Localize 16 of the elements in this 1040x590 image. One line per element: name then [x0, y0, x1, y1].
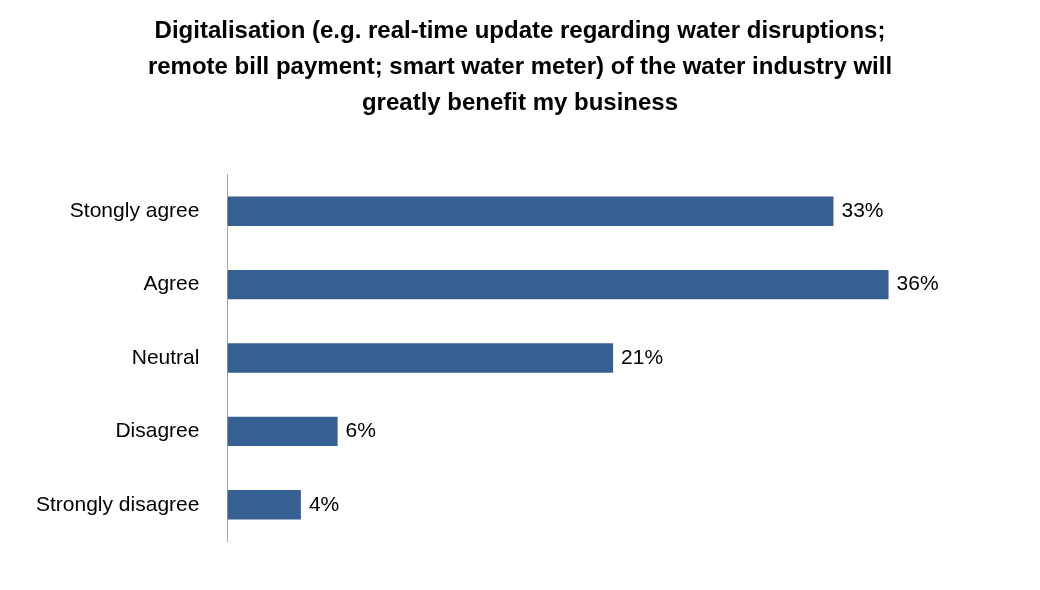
bar [227, 269, 889, 300]
y-tick-label: Agree [143, 271, 200, 295]
y-tick-label: Neutral [131, 344, 200, 368]
y-tick-label: Stongly agree [69, 198, 200, 222]
bar [227, 343, 614, 373]
y-tick-label: Disagree [115, 418, 200, 442]
data-label: 4% [308, 491, 340, 515]
chart-title: Digitalisation (e.g. real-time update regarding water disruptions; remote bill payment; smart water meter) of the water industry will greatly benefit my business [146, 15, 894, 117]
bar [227, 196, 834, 226]
bar [227, 490, 301, 520]
data-label: 36% [896, 271, 939, 295]
data-label: 21% [621, 344, 664, 368]
y-tick-label: Strongly disagree [35, 491, 200, 515]
data-label: 33% [841, 198, 884, 222]
bar [227, 416, 338, 447]
data-label: 6% [345, 418, 376, 442]
